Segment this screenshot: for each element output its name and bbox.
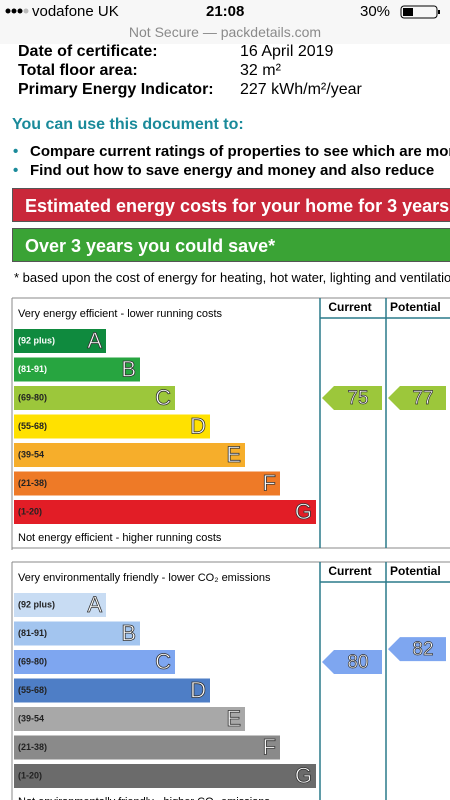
- band-letter: B: [121, 356, 136, 381]
- band-letter: A: [87, 328, 102, 353]
- rating-arrow: [322, 386, 382, 410]
- band-range: (1-20): [18, 506, 42, 516]
- banner: Over 3 years you could save*: [12, 228, 450, 262]
- rating-arrow: [388, 386, 446, 410]
- rating-band: [14, 357, 140, 382]
- band-letter: A: [87, 592, 102, 617]
- bottom-label: Not energy efficient - higher running co…: [18, 532, 222, 544]
- band-range: (21-38): [18, 478, 47, 488]
- band-range: (55-68): [18, 685, 47, 695]
- bullet: •: [13, 162, 19, 179]
- band-range: (1-20): [18, 770, 42, 780]
- bullet: •: [13, 143, 19, 160]
- rating-band: [14, 621, 140, 646]
- rating-band: [14, 500, 316, 524]
- band-range: (92 plus): [18, 599, 55, 609]
- rating-value: 80: [347, 652, 368, 673]
- band-letter: D: [190, 413, 206, 438]
- column-header: Potential: [390, 564, 441, 578]
- rating-band: [14, 443, 245, 467]
- band-letter: G: [295, 763, 312, 788]
- rating-band: [14, 471, 280, 496]
- address-bar[interactable]: Not Secure — packdetails.com: [128, 24, 322, 40]
- band-range: (39-54: [18, 449, 44, 459]
- rating-band: [14, 386, 175, 410]
- rating-band: [14, 650, 175, 674]
- column-header: Potential: [390, 300, 441, 314]
- column-header: Current: [328, 300, 371, 314]
- rating-arrow: [322, 650, 382, 674]
- rating-band: [14, 329, 106, 353]
- bullet-text: Find out how to save energy and money an…: [30, 162, 435, 179]
- band-letter: D: [190, 677, 206, 702]
- signal-icon: [5, 8, 29, 14]
- detail-label: Total floor area:: [18, 62, 138, 79]
- rating-value: 75: [347, 388, 368, 409]
- rating-band: [14, 735, 280, 760]
- carrier: vodafone UK: [32, 3, 119, 20]
- band-range: (55-68): [18, 421, 47, 431]
- band-range: (39-54: [18, 713, 44, 723]
- rating-arrow: [388, 637, 446, 662]
- band-letter: F: [263, 734, 276, 759]
- band-letter: C: [155, 385, 171, 410]
- rating-value: 82: [412, 639, 433, 660]
- rating-band: [14, 593, 106, 617]
- band-letter: C: [155, 649, 171, 674]
- band-range: (69-80): [18, 656, 47, 666]
- band-range: (21-38): [18, 742, 47, 752]
- rating-band: [14, 414, 210, 439]
- band-range: (92 plus): [18, 335, 55, 345]
- detail-label: Primary Energy Indicator:: [18, 81, 214, 98]
- clock: 21:08: [206, 3, 245, 20]
- band-range: (81-91): [18, 364, 47, 374]
- section-heading: You can use this document to:: [12, 116, 244, 133]
- top-label: Very energy efficient - lower running co…: [18, 308, 223, 320]
- band-letter: E: [226, 706, 241, 731]
- rating-band: [14, 707, 245, 731]
- browser-chrome: [0, 0, 450, 44]
- detail-value: 16 April 2019: [240, 43, 334, 60]
- band-letter: G: [295, 499, 312, 524]
- detail-value: 32 m²: [240, 62, 281, 79]
- banner: Estimated energy costs for your home for…: [12, 188, 450, 222]
- detail-value: 227 kWh/m²/year: [240, 81, 362, 98]
- band-letter: E: [226, 442, 241, 467]
- bottom-label: Not environmentally friendly - higher CO…: [18, 796, 270, 800]
- rating-band: [14, 678, 210, 703]
- footnote: * based upon the cost of energy for heat…: [14, 270, 450, 285]
- column-header: Current: [328, 564, 371, 578]
- band-range: (81-91): [18, 628, 47, 638]
- top-label: Very environmentally friendly - lower CO…: [18, 572, 271, 584]
- detail-label: Date of certificate:: [18, 43, 158, 60]
- battery-icon: [400, 5, 440, 19]
- band-letter: B: [121, 620, 136, 645]
- band-letter: F: [263, 470, 276, 495]
- bullet-text: Compare current ratings of properties to…: [30, 143, 450, 160]
- rating-value: 77: [412, 388, 433, 409]
- rating-band: [14, 764, 316, 788]
- band-range: (69-80): [18, 392, 47, 402]
- battery-level: 30%: [360, 3, 391, 20]
